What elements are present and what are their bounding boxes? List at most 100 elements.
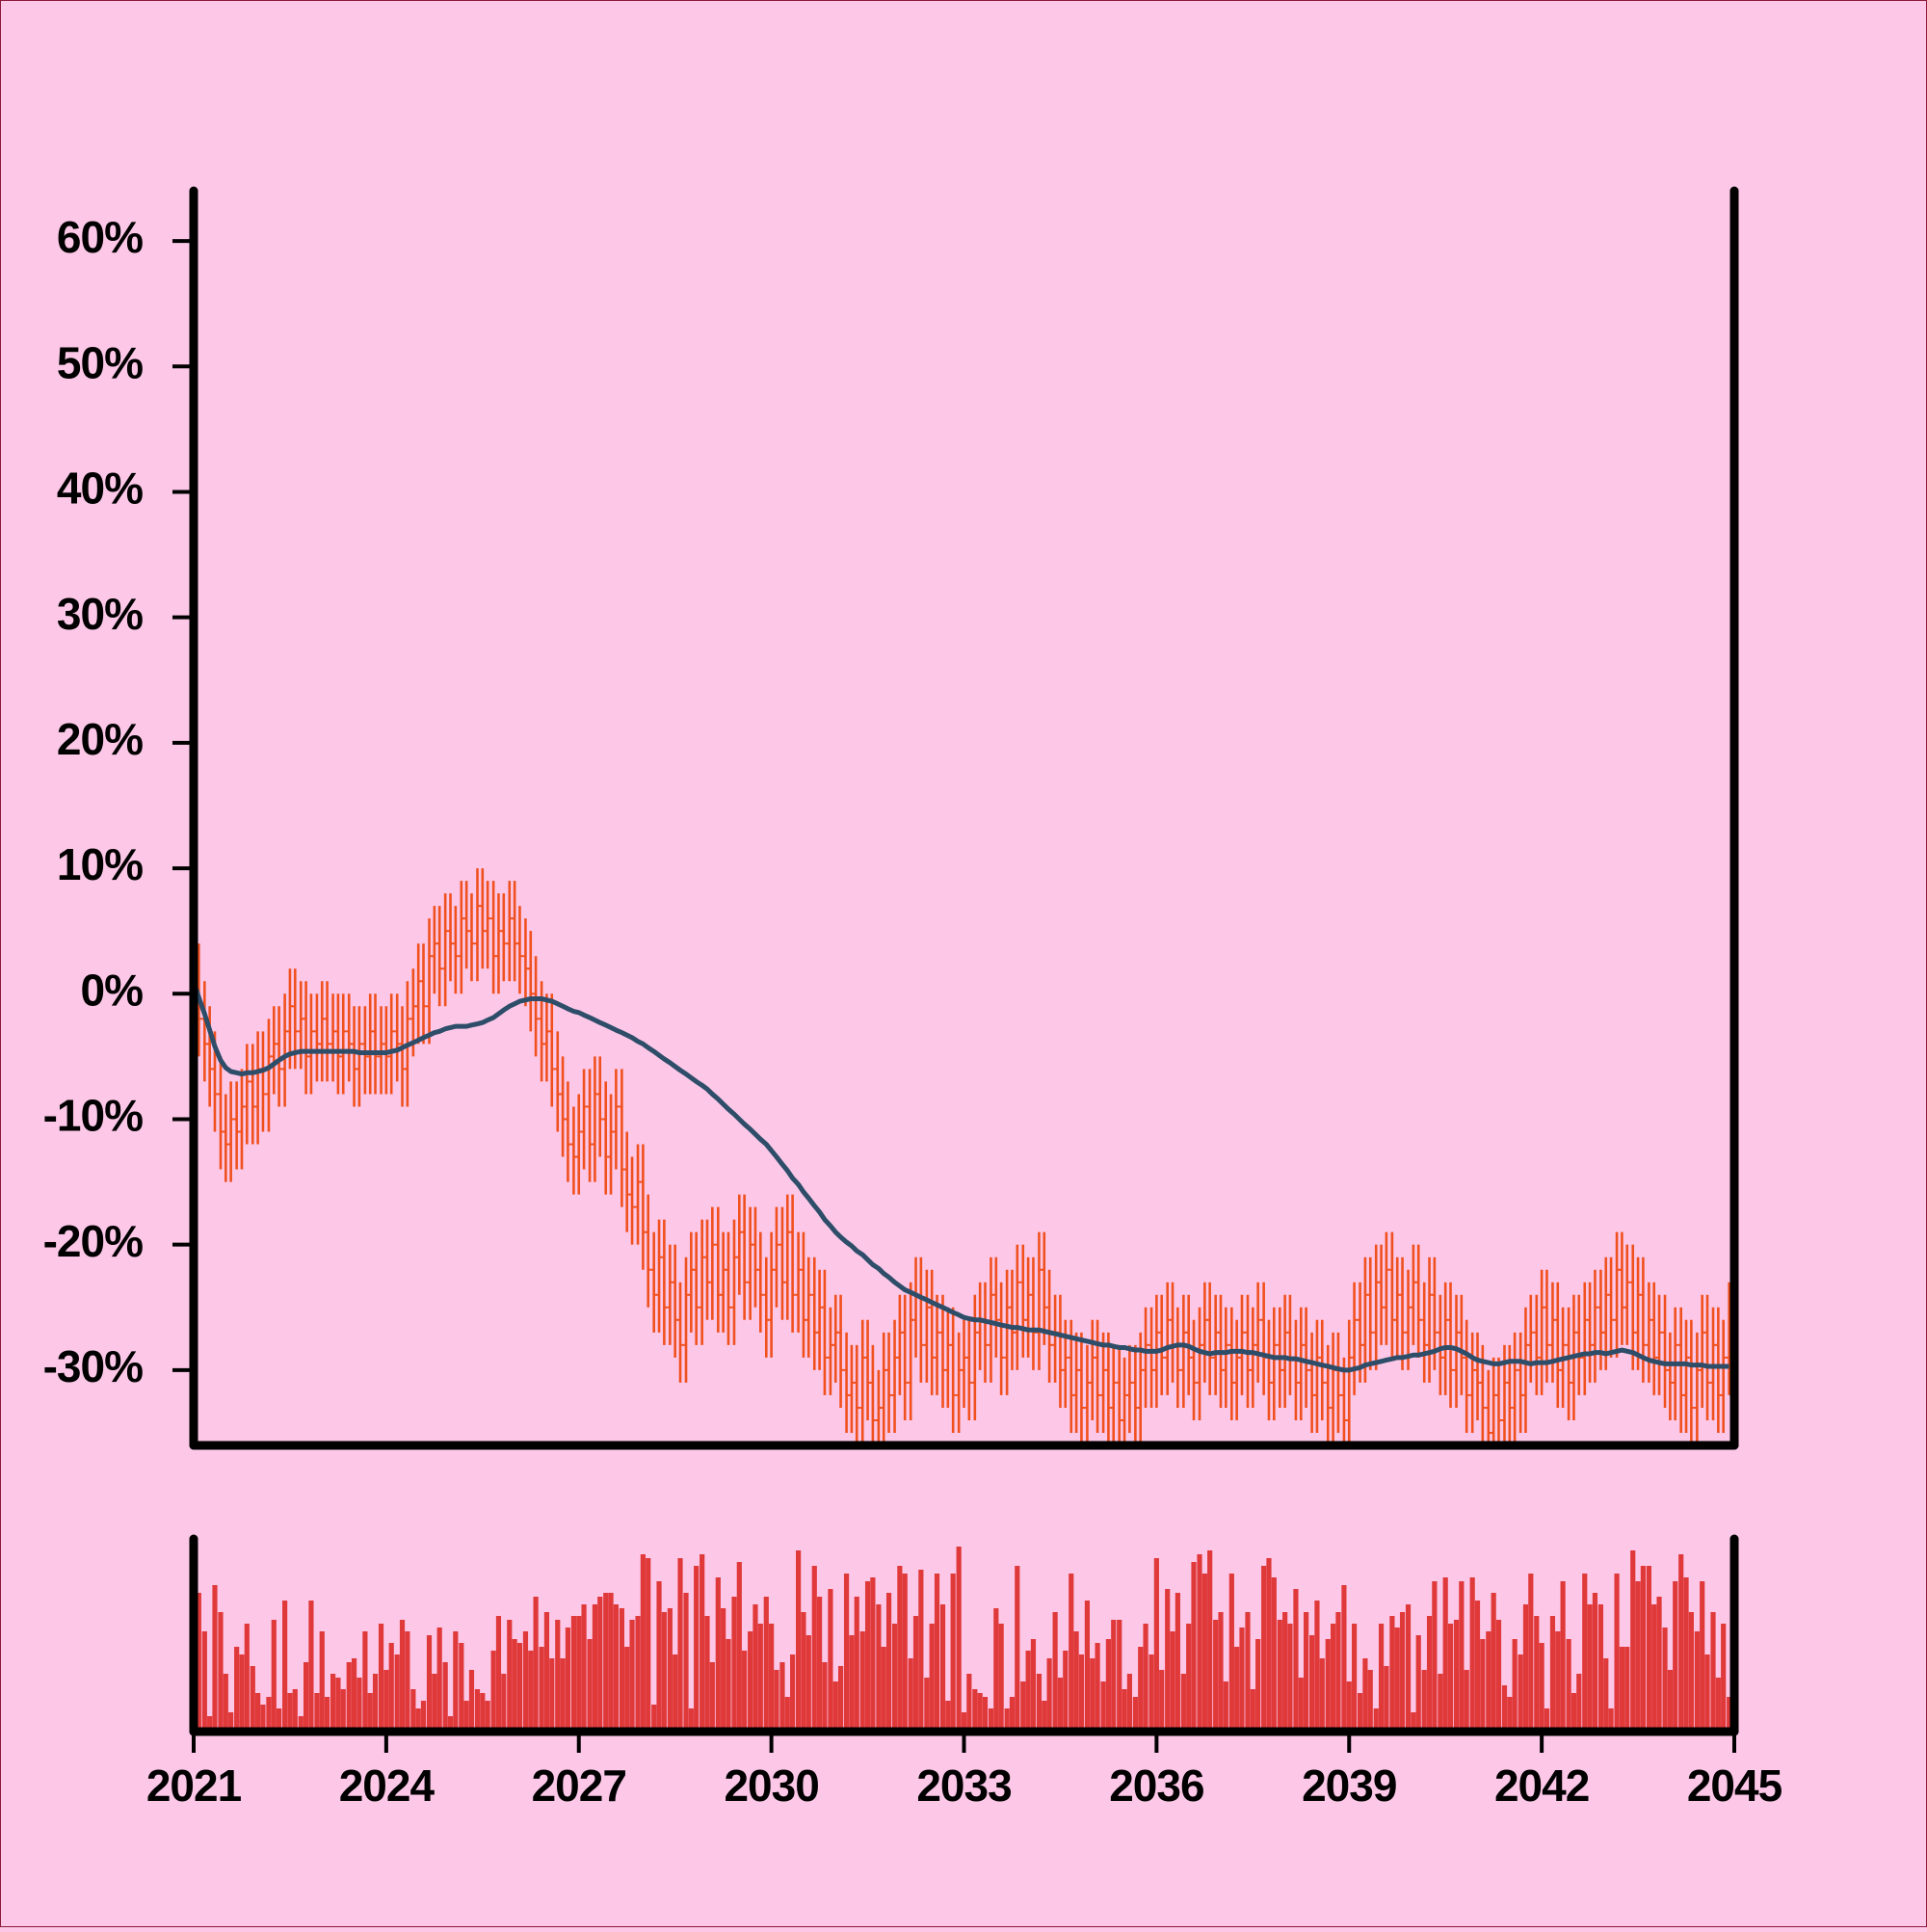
volume-bar (1560, 1581, 1566, 1732)
volume-bar (673, 1654, 678, 1732)
volume-bar (522, 1631, 529, 1732)
volume-bar (774, 1670, 779, 1732)
volume-bar (1271, 1577, 1277, 1732)
volume-bar (859, 1631, 865, 1732)
volume-bar (1700, 1581, 1705, 1732)
volume-bar (1282, 1612, 1288, 1732)
volume-bar (1678, 1554, 1684, 1732)
volume-bar (757, 1624, 763, 1732)
volume-bar (1486, 1631, 1491, 1732)
volume-bar (1656, 1597, 1662, 1732)
volume-bar (426, 1635, 433, 1732)
volume-bar (1153, 1558, 1159, 1732)
volume-bar (1213, 1620, 1219, 1732)
volume-bar (1646, 1566, 1651, 1732)
volume-bar (410, 1689, 416, 1732)
volume-bar (993, 1608, 999, 1732)
volume-bar (1201, 1574, 1207, 1732)
volume-bar (837, 1666, 844, 1732)
volume-bar (1138, 1647, 1144, 1732)
volume-bar (715, 1577, 721, 1732)
volume-bar (912, 1616, 919, 1732)
volume-bar (1651, 1604, 1657, 1732)
volume-bar (474, 1689, 481, 1732)
volume-bar (201, 1631, 207, 1732)
volume-bar (918, 1570, 924, 1732)
volume-bar (1518, 1654, 1523, 1732)
volume-bar (1314, 1601, 1320, 1732)
volume-bar (1090, 1658, 1095, 1732)
volume-bar (453, 1631, 459, 1732)
volume-bar (463, 1701, 469, 1732)
volume-bar (1432, 1581, 1438, 1732)
volume-bar (228, 1712, 234, 1732)
volume-bar (1411, 1712, 1416, 1732)
volume-bar (442, 1662, 448, 1732)
volume-bar (1277, 1620, 1282, 1732)
volume-bar (688, 1708, 694, 1732)
volume-bar (277, 1708, 282, 1732)
volume-bar (196, 1593, 201, 1732)
volume-bar (891, 1624, 898, 1732)
volume-bar (731, 1597, 737, 1732)
volume-bar (1534, 1616, 1540, 1732)
volume-bar (1095, 1643, 1100, 1732)
volume-bar (1030, 1639, 1037, 1732)
volume-bar (1539, 1643, 1544, 1732)
volume-bar (581, 1604, 587, 1732)
volume-bar (822, 1662, 828, 1732)
volume-bar (1635, 1581, 1641, 1732)
volume-bar (640, 1554, 646, 1732)
volume-bar (1042, 1701, 1047, 1732)
volume-bar (1250, 1689, 1255, 1732)
volume-bar (1175, 1593, 1180, 1732)
volume-bar (1255, 1639, 1261, 1732)
volume-bar (1688, 1612, 1694, 1732)
volume-bar (624, 1647, 630, 1732)
volume-bar (1630, 1550, 1636, 1732)
volume-bar (1218, 1612, 1224, 1732)
volume-bar (1122, 1689, 1127, 1732)
volume-bar (1165, 1589, 1171, 1732)
volume-bar (769, 1624, 775, 1732)
volume-bar (704, 1616, 710, 1732)
volume-bar (1078, 1654, 1085, 1732)
volume-bar (726, 1639, 731, 1732)
volume-bar (1073, 1631, 1079, 1732)
volume-bar (372, 1674, 379, 1732)
y-tick-label: 10% (57, 839, 143, 889)
volume-bar (351, 1658, 357, 1732)
volume-bar (1459, 1581, 1465, 1732)
volume-bar (656, 1581, 662, 1732)
volume-bar (752, 1604, 758, 1732)
volume-bar (1180, 1674, 1186, 1732)
volume-bar (1105, 1639, 1112, 1732)
y-tick-label: 40% (57, 463, 143, 514)
volume-bar (721, 1608, 726, 1732)
volume-bar (763, 1597, 769, 1732)
volume-bar (1100, 1681, 1106, 1732)
volume-bar (485, 1701, 490, 1732)
volume-bar (1491, 1593, 1496, 1732)
volume-bar (1453, 1620, 1460, 1732)
volume-bar (362, 1631, 368, 1732)
volume-bar (897, 1566, 903, 1732)
y-tick-label: 30% (57, 589, 143, 639)
volume-bar (1287, 1624, 1293, 1732)
volume-bar (1298, 1678, 1304, 1732)
volume-bar (1234, 1647, 1240, 1732)
volume-bar (1469, 1577, 1475, 1732)
volume-bar (346, 1662, 352, 1732)
volume-bar (207, 1716, 213, 1732)
x-tick-label: 2036 (1109, 1760, 1203, 1811)
volume-bar (1544, 1708, 1550, 1732)
volume-bar (1421, 1670, 1427, 1732)
volume-bar (1159, 1670, 1165, 1732)
volume-bar (516, 1643, 523, 1732)
volume-bar (1266, 1558, 1272, 1732)
volume-bar (539, 1647, 544, 1732)
volume-bar (223, 1674, 228, 1732)
y-tick-label: 60% (57, 212, 143, 262)
volume-bar (876, 1604, 882, 1732)
